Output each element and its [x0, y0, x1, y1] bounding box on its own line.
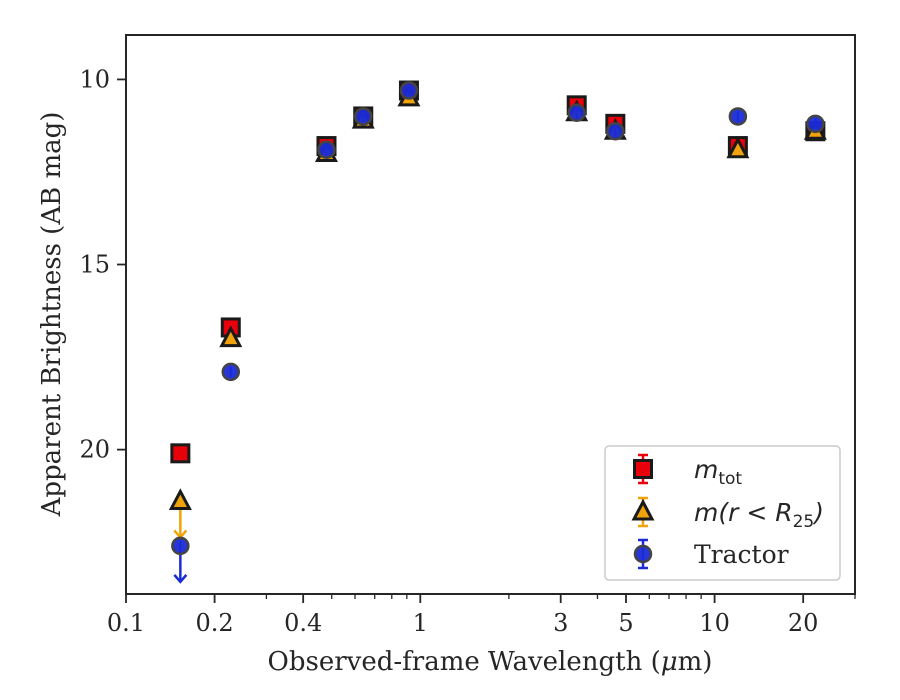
- series-square: [170, 80, 826, 464]
- y-axis-label: Apparent Brightness (AB mag): [37, 112, 67, 518]
- x-axis: 0.1 0.2 0.4 1 3 5 10 20: [107, 594, 856, 637]
- legend-item-circle: Tractor: [633, 538, 789, 570]
- legend-label: m(r < R25): [694, 498, 824, 532]
- data-point: [221, 362, 241, 382]
- x-tick-label: 0.4: [284, 609, 322, 637]
- data-point: [170, 443, 191, 464]
- data-point: [168, 488, 192, 510]
- x-tick-label: 1: [413, 609, 428, 637]
- legend-marker: [631, 498, 655, 521]
- y-tick-label: 10: [79, 65, 110, 93]
- legend-item-square: mtot: [633, 453, 742, 489]
- data-point: [567, 103, 586, 122]
- data-point: [726, 136, 750, 159]
- y-tick-label: 15: [79, 251, 110, 279]
- data-point: [219, 325, 243, 348]
- plot-area: [168, 80, 827, 584]
- data-point: [728, 107, 748, 126]
- x-tick-label: 5: [618, 609, 633, 637]
- legend-item-triangle: m(r < R25): [631, 496, 824, 532]
- arrow-head: [173, 574, 188, 584]
- x-tick-label: 10: [699, 609, 730, 637]
- legend-marker: [633, 544, 653, 564]
- x-tick-label: 20: [788, 609, 819, 637]
- x-tick-label: 3: [553, 609, 568, 637]
- data-point: [171, 536, 190, 556]
- y-tick-label: 20: [79, 436, 110, 464]
- data-point: [806, 114, 825, 134]
- legend-frame: [604, 445, 841, 581]
- series-circle: [171, 81, 825, 584]
- y-axis: 10 15 20: [79, 65, 126, 464]
- data-point: [354, 107, 373, 126]
- data-point: [399, 81, 419, 100]
- data-point: [606, 122, 625, 141]
- x-tick-label: 0.2: [196, 609, 234, 637]
- legend-label: mtot: [694, 455, 742, 489]
- x-axis-label: Observed-frame Wavelength (μm): [268, 647, 713, 677]
- legend-label: Tractor: [694, 540, 789, 569]
- legend: mtot m(r < R25) Tractor: [604, 445, 841, 581]
- data-point: [317, 140, 336, 160]
- x-tick-label: 0.1: [107, 609, 145, 637]
- legend-marker: [633, 459, 653, 479]
- plot-frame: [125, 34, 856, 595]
